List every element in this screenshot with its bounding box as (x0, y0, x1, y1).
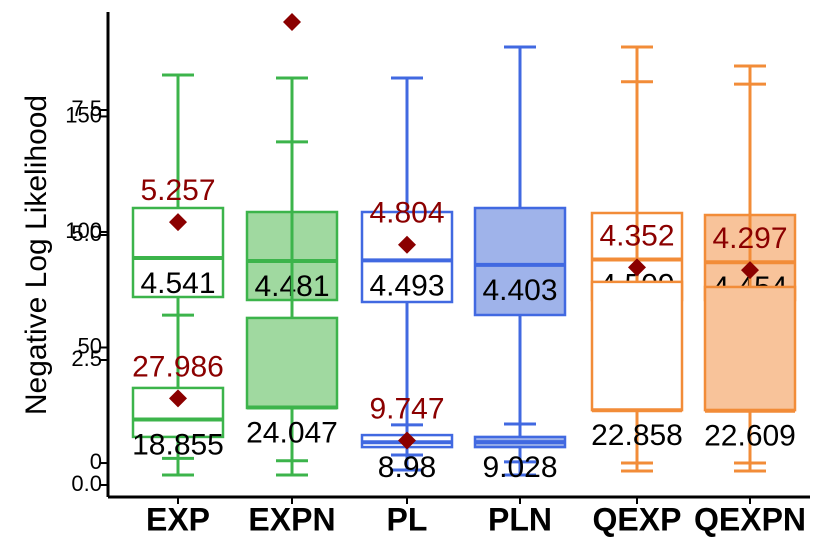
mean-marker (741, 261, 759, 280)
mean-label: 5.257 (140, 174, 215, 207)
y-tick-label: 0.0 (71, 471, 102, 496)
mean-marker (169, 213, 187, 232)
box (473, 206, 567, 317)
y-axis-label: Negative Log Likelihood (20, 95, 53, 415)
x-tick-label: QEXPN (694, 501, 806, 537)
box (590, 280, 684, 412)
y-tick-label: 0 (90, 449, 102, 474)
x-tick-label: EXPN (248, 501, 335, 537)
x-tick-label: EXP (146, 501, 210, 537)
median-label: 4.541 (140, 267, 215, 300)
y-tick-label: 100 (65, 218, 102, 243)
median-label: 24.047 (246, 416, 338, 449)
mean-label: 4.804 (369, 197, 444, 230)
median-label: 4.493 (369, 269, 444, 302)
median-label: 22.609 (704, 420, 796, 453)
y-tick-label: 150 (65, 102, 102, 127)
mean-marker (283, 13, 301, 31)
mean-marker (628, 258, 646, 277)
mean-marker (169, 389, 187, 408)
x-tick-label: QEXP (593, 501, 682, 537)
mean-label: 27.986 (132, 350, 224, 383)
mean-label: 4.352 (599, 219, 674, 252)
mean-label: 4.297 (712, 222, 787, 255)
mean-marker (398, 431, 416, 450)
y-tick-label: 2.5 (71, 346, 102, 371)
median-label: 18.855 (132, 428, 224, 461)
box (360, 210, 454, 304)
box (703, 285, 797, 412)
median-label: 22.858 (591, 419, 683, 452)
mean-label: 9.747 (369, 392, 444, 425)
box (245, 316, 339, 410)
y-tick-label: 50 (78, 333, 102, 358)
mean-marker (398, 235, 416, 254)
median-label: 4.403 (482, 274, 557, 307)
y-tick-label: 5.0 (71, 221, 102, 246)
median-label: 8.98 (378, 451, 436, 484)
y-tick-label: 7.5 (71, 96, 102, 121)
median-label: 9.028 (482, 451, 557, 484)
x-tick-label: PL (387, 501, 428, 537)
x-tick-label: PLN (488, 501, 552, 537)
